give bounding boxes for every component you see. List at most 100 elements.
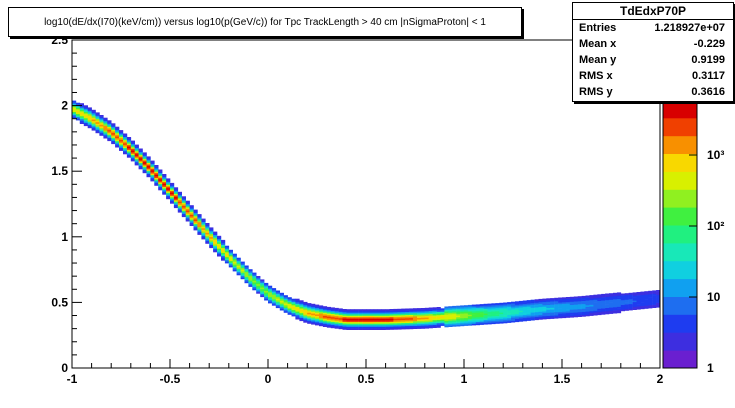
heatmap-cell xyxy=(72,108,77,111)
heatmap-cell xyxy=(142,160,147,163)
heatmap-cell xyxy=(413,325,418,328)
heatmap-cell xyxy=(636,306,641,308)
heatmap-cell xyxy=(103,125,108,128)
heatmap-cell xyxy=(189,216,194,219)
heatmap-cell xyxy=(628,294,633,297)
heatmap-cell xyxy=(420,314,426,317)
heatmap-cell xyxy=(464,317,469,320)
heatmap-cell xyxy=(605,301,610,304)
heatmap-cell xyxy=(369,317,375,319)
heatmap-cell xyxy=(338,314,343,317)
heatmap-cell xyxy=(377,323,382,326)
heatmap-cell xyxy=(87,109,92,111)
heatmap-cell xyxy=(616,305,622,307)
heatmap-cell xyxy=(656,299,661,302)
heatmap-cell xyxy=(91,119,96,122)
heatmap-cell xyxy=(119,136,124,139)
heatmap-cell xyxy=(134,158,139,161)
heatmap-cell xyxy=(166,194,171,197)
heatmap-cell xyxy=(609,312,614,314)
heatmap-cell xyxy=(358,312,363,315)
heatmap-cell xyxy=(401,321,406,324)
heatmap-cell xyxy=(573,305,578,308)
heatmap-cell xyxy=(417,323,422,326)
heatmap-cell xyxy=(268,292,273,294)
heatmap-cell xyxy=(248,272,253,275)
heatmap-cell xyxy=(483,307,488,309)
heatmap-cell xyxy=(613,294,618,297)
heatmap-cell xyxy=(562,313,567,315)
heatmap-cell xyxy=(197,229,202,232)
heatmap-cell xyxy=(358,309,363,312)
heatmap-cell xyxy=(609,301,614,303)
heatmap-cell xyxy=(181,196,186,199)
heatmap-cell xyxy=(385,328,390,330)
heatmap-cell xyxy=(499,320,504,322)
heatmap-cell xyxy=(589,296,594,299)
heatmap-cell xyxy=(632,305,637,307)
heatmap-cell xyxy=(558,308,563,311)
heatmap-cell xyxy=(538,313,543,315)
heatmap-cell xyxy=(79,114,84,117)
heatmap-cell xyxy=(393,318,398,321)
heatmap-cell xyxy=(616,293,622,296)
heatmap-cell xyxy=(248,277,253,279)
heatmap-cell xyxy=(126,149,132,152)
heatmap-cell xyxy=(542,306,547,309)
heatmap-cell xyxy=(138,162,143,165)
heatmap-cell xyxy=(636,307,641,310)
heatmap-cell xyxy=(467,311,473,314)
heatmap-cell xyxy=(436,319,441,322)
heatmap-cell xyxy=(593,310,598,313)
heatmap-cell xyxy=(546,298,551,301)
heatmap-cell xyxy=(142,154,147,156)
heatmap-cell xyxy=(130,145,135,148)
heatmap-cell xyxy=(115,134,120,137)
heatmap-cell xyxy=(389,310,394,313)
heatmap-cell xyxy=(644,299,649,301)
chart-title-text: log10(dE/dx(I70)(keV/cm)) versus log10(p… xyxy=(44,16,486,28)
heatmap-cell xyxy=(322,314,328,316)
heatmap-cell xyxy=(264,284,269,287)
heatmap-cell xyxy=(366,313,371,316)
heatmap-cell xyxy=(495,318,500,321)
heatmap-cell xyxy=(326,314,331,317)
heatmap-cell xyxy=(350,320,355,323)
heatmap-cell xyxy=(401,310,406,313)
heatmap-cell xyxy=(213,237,218,240)
heatmap-cell xyxy=(264,287,269,290)
heatmap-cell xyxy=(142,165,147,167)
heatmap-cell xyxy=(369,313,375,316)
heatmap-cell xyxy=(330,307,335,310)
heatmap-cell xyxy=(409,308,414,311)
heatmap-cell xyxy=(511,309,516,312)
heatmap-cell xyxy=(95,131,100,134)
heatmap-cell xyxy=(562,306,567,309)
color-scale-swatch xyxy=(663,207,697,226)
heatmap-cell xyxy=(346,326,351,329)
heatmap-cell xyxy=(158,177,163,180)
heatmap-cell xyxy=(424,314,429,316)
heatmap-cell xyxy=(456,324,461,327)
heatmap-cell xyxy=(565,309,571,312)
heatmap-cell xyxy=(79,112,84,115)
heatmap-cell xyxy=(236,264,241,266)
heatmap-cell xyxy=(464,305,469,308)
heatmap-cell xyxy=(177,207,182,210)
heatmap-cell xyxy=(275,306,280,309)
heatmap-cell xyxy=(170,192,175,195)
heatmap-cell xyxy=(334,312,339,315)
heatmap-cell xyxy=(177,193,182,196)
heatmap-cell xyxy=(491,320,496,323)
stats-value: 0.3117 xyxy=(691,70,725,82)
heatmap-cell xyxy=(624,294,629,297)
heatmap-cell xyxy=(107,131,112,134)
heatmap-cell xyxy=(189,213,194,215)
heatmap-cell xyxy=(585,309,590,312)
heatmap-cell xyxy=(142,169,147,172)
heatmap-cell xyxy=(283,303,288,305)
heatmap-cell xyxy=(632,301,637,304)
heatmap-cell xyxy=(158,185,163,188)
heatmap-cell xyxy=(577,312,582,314)
heatmap-cell xyxy=(597,311,602,314)
